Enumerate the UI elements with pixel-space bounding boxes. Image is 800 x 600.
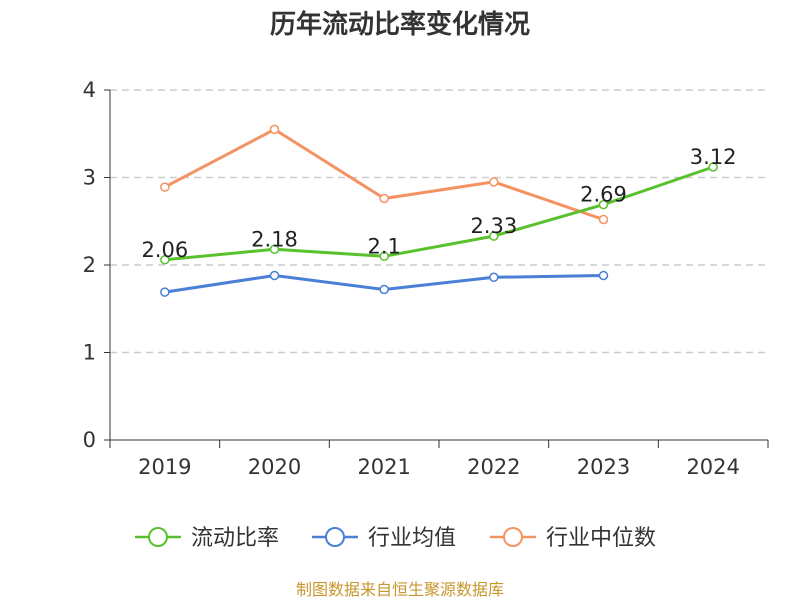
legend-label: 行业均值 bbox=[368, 526, 456, 551]
series-point-0[interactable] bbox=[708, 162, 718, 172]
data-label: 2.18 bbox=[251, 227, 298, 251]
series-point-0[interactable] bbox=[598, 199, 609, 210]
legend-item-1[interactable]: 行业均值 bbox=[312, 526, 456, 551]
legend-item-2[interactable]: 行业中位数 bbox=[490, 526, 656, 551]
y-tick-label: 4 bbox=[83, 78, 96, 102]
legend-label: 流动比率 bbox=[191, 526, 279, 551]
series-point-1[interactable] bbox=[160, 287, 170, 297]
x-tick-label: 2020 bbox=[248, 455, 301, 479]
legend-item-0[interactable]: 流动比率 bbox=[135, 526, 279, 551]
series-point-2[interactable] bbox=[160, 182, 170, 192]
series-point-1[interactable] bbox=[269, 270, 280, 281]
data-label: 2.33 bbox=[470, 214, 517, 238]
legend-circle-icon bbox=[503, 527, 523, 547]
legend[interactable]: 流动比率 行业均值 行业中位数 bbox=[135, 526, 656, 551]
data-label: 2.1 bbox=[367, 234, 400, 258]
series-group bbox=[160, 124, 718, 297]
series-line-0 bbox=[164, 165, 714, 262]
footer-source: 制图数据来自恒生聚源数据库 bbox=[296, 580, 504, 599]
series-point-2[interactable] bbox=[598, 214, 609, 225]
y-tick-label: 3 bbox=[83, 166, 96, 190]
series-point-0[interactable] bbox=[489, 231, 499, 241]
x-tick-label: 2022 bbox=[467, 455, 520, 479]
series-point-0[interactable] bbox=[160, 255, 170, 265]
x-tick-label: 2019 bbox=[138, 455, 191, 479]
series-point-1[interactable] bbox=[598, 270, 609, 281]
series-line-2 bbox=[164, 127, 604, 221]
series-point-2[interactable] bbox=[269, 124, 280, 135]
x-tick-label: 2021 bbox=[357, 455, 410, 479]
series-point-1[interactable] bbox=[379, 284, 389, 295]
data-labels: 2.06 2.18 2.1 2.33 2.69 3.12 bbox=[141, 145, 736, 262]
y-tick-label: 1 bbox=[83, 341, 96, 365]
data-label: 3.12 bbox=[690, 145, 737, 169]
axes: 0 1 2 3 4 2019 2020 2021 2022 2023 2024 bbox=[83, 78, 769, 479]
series-point-1[interactable] bbox=[489, 272, 499, 282]
chart-title: 历年流动比率变化情况 bbox=[270, 9, 530, 40]
legend-circle-icon bbox=[325, 527, 345, 547]
series-point-2[interactable] bbox=[379, 193, 389, 204]
x-tick-label: 2024 bbox=[686, 455, 739, 479]
grid-lines bbox=[110, 89, 768, 354]
x-tick-label: 2023 bbox=[577, 455, 630, 479]
y-tick-label: 0 bbox=[83, 428, 96, 452]
series-point-0[interactable] bbox=[269, 244, 280, 254]
data-label: 2.06 bbox=[141, 238, 188, 262]
data-label: 2.69 bbox=[580, 183, 627, 207]
y-tick-label: 2 bbox=[83, 253, 96, 277]
series-point-2[interactable] bbox=[489, 177, 499, 187]
series-point-0[interactable] bbox=[379, 251, 389, 261]
legend-circle-icon bbox=[148, 527, 168, 547]
legend-label: 行业中位数 bbox=[546, 526, 656, 551]
